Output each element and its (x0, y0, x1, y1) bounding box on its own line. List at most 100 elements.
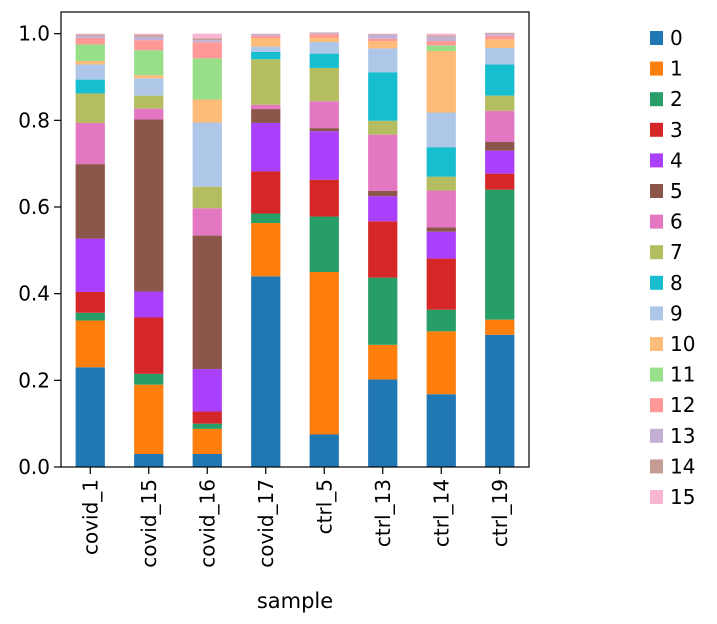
bar-segment-covid_16-13 (192, 40, 222, 43)
bar-segment-ctrl_14-1 (426, 331, 456, 395)
x-axis: covid_1 covid_15 covid_16 covid_17 ctrl_5 ctr… (78, 467, 512, 568)
bar-segment-ctrl_19-0 (485, 334, 515, 467)
bar-segment-ctrl_13-10 (368, 41, 398, 49)
bar-segment-covid_1-9 (75, 64, 105, 80)
bar-segment-covid_1-1 (75, 320, 105, 368)
legend-label: 15 (670, 485, 695, 509)
bar-segment-ctrl_14-9 (426, 112, 456, 148)
bar-segment-ctrl_14-5 (426, 227, 456, 232)
bar-segment-ctrl_5-0 (309, 434, 339, 467)
bar-segment-covid_17-5 (251, 109, 281, 123)
bar-segment-ctrl_5-4 (309, 131, 339, 180)
bar-segment-covid_17-12 (251, 35, 281, 38)
legend-label: 9 (670, 301, 683, 325)
bar-segment-covid_17-6 (251, 104, 281, 110)
bar-segment-covid_17-2 (251, 213, 281, 224)
bar-segment-covid_16-5 (192, 235, 222, 370)
y-axis: 0.0 0.2 0.4 0.6 0.8 1.0 (18, 22, 61, 479)
bar-segment-ctrl_19-2 (485, 189, 515, 320)
bars-layer (75, 32, 515, 467)
legend-swatch (650, 428, 663, 443)
bar-segment-covid_15-15 (134, 33, 164, 35)
y-tick-label: 0.6 (18, 195, 50, 219)
legend-label: 5 (670, 179, 683, 203)
bar-segment-covid_15-12 (134, 40, 164, 51)
bar-segment-ctrl_19-10 (485, 39, 515, 48)
bar-segment-ctrl_5-5 (309, 128, 339, 132)
bar-segment-ctrl_14-11 (426, 45, 456, 51)
bar-segment-ctrl_13-5 (368, 190, 398, 197)
bar-segment-ctrl_14-8 (426, 147, 456, 177)
bar-segment-covid_15-0 (134, 454, 164, 467)
legend-label: 14 (670, 454, 695, 478)
bar-segment-covid_17-3 (251, 171, 281, 214)
bar-segment-ctrl_14-7 (426, 176, 456, 191)
bar-segment-ctrl_5-2 (309, 216, 339, 272)
bar-segment-ctrl_5-8 (309, 53, 339, 68)
legend-swatch (650, 61, 663, 76)
legend-swatch (650, 367, 663, 382)
bar-segment-covid_17-1 (251, 223, 281, 277)
bar-segment-covid_17-0 (251, 276, 281, 467)
bar-segment-ctrl_14-0 (426, 394, 456, 467)
bar-segment-ctrl_5-7 (309, 67, 339, 102)
bar-segment-ctrl_5-1 (309, 272, 339, 435)
legend-swatch (650, 398, 663, 413)
legend-swatch (650, 275, 663, 290)
legend-swatch (650, 153, 663, 168)
bar-segment-ctrl_19-1 (485, 319, 515, 335)
bar-segment-covid_16-3 (192, 411, 222, 424)
bar-segment-covid_16-9 (192, 122, 222, 187)
bar-segment-covid_16-12 (192, 42, 222, 59)
bar-segment-covid_1-3 (75, 291, 105, 313)
legend-swatch (650, 122, 663, 137)
bar-segment-covid_15-9 (134, 78, 164, 96)
bar-segment-covid_1-12 (75, 38, 105, 45)
legend-swatch (650, 245, 663, 260)
x-tick-label: covid_17 (254, 479, 278, 568)
plot-frame (60, 11, 530, 468)
legend-label: 0 (670, 26, 683, 50)
x-tick-label: covid_16 (195, 479, 219, 568)
bar-segment-covid_16-7 (192, 186, 222, 209)
bar-segment-ctrl_19-7 (485, 95, 515, 111)
bar-segment-covid_15-10 (134, 75, 164, 79)
bar-segment-covid_16-1 (192, 428, 222, 454)
bar-segment-covid_17-4 (251, 122, 281, 172)
legend-label: 2 (670, 87, 683, 111)
bar-segment-covid_1-10 (75, 60, 105, 65)
bar-segment-ctrl_14-4 (426, 231, 456, 259)
y-tick-label: 0.2 (18, 368, 50, 392)
bar-segment-ctrl_13-9 (368, 48, 398, 73)
legend-swatch (650, 306, 663, 321)
bar-segment-ctrl_13-7 (368, 120, 398, 135)
x-axis-label: sample (257, 589, 333, 613)
bar-segment-covid_17-13 (251, 34, 281, 36)
bar-segment-ctrl_5-6 (309, 101, 339, 129)
bar-segment-ctrl_13-13 (368, 34, 398, 39)
bar-segment-ctrl_14-14 (426, 35, 456, 37)
legend-label: 7 (670, 240, 683, 264)
bar-segment-covid_17-7 (251, 59, 281, 105)
bar-segment-covid_1-0 (75, 367, 105, 467)
bar-segment-covid_1-13 (75, 35, 105, 38)
bar-segment-covid_16-10 (192, 99, 222, 123)
bar-segment-ctrl_13-2 (368, 277, 398, 345)
bar-segment-covid_16-0 (192, 454, 222, 467)
bar-segment-ctrl_5-10 (309, 37, 339, 42)
bar-segment-ctrl_5-3 (309, 179, 339, 217)
bar-segment-covid_1-8 (75, 79, 105, 94)
bar-segment-ctrl_13-12 (368, 38, 398, 42)
bar-segment-covid_1-5 (75, 164, 105, 239)
legend-swatch (650, 214, 663, 229)
x-tick-label: ctrl_14 (429, 479, 453, 547)
legend-label: 6 (670, 210, 683, 234)
bar-segment-ctrl_19-8 (485, 64, 515, 96)
bar-segment-ctrl_13-4 (368, 196, 398, 222)
bar-segment-covid_16-11 (192, 58, 222, 100)
bar-segment-covid_1-6 (75, 122, 105, 165)
bar-segment-covid_1-15 (75, 33, 105, 35)
bar-segment-ctrl_19-3 (485, 173, 515, 190)
y-tick-label: 1.0 (18, 22, 50, 46)
